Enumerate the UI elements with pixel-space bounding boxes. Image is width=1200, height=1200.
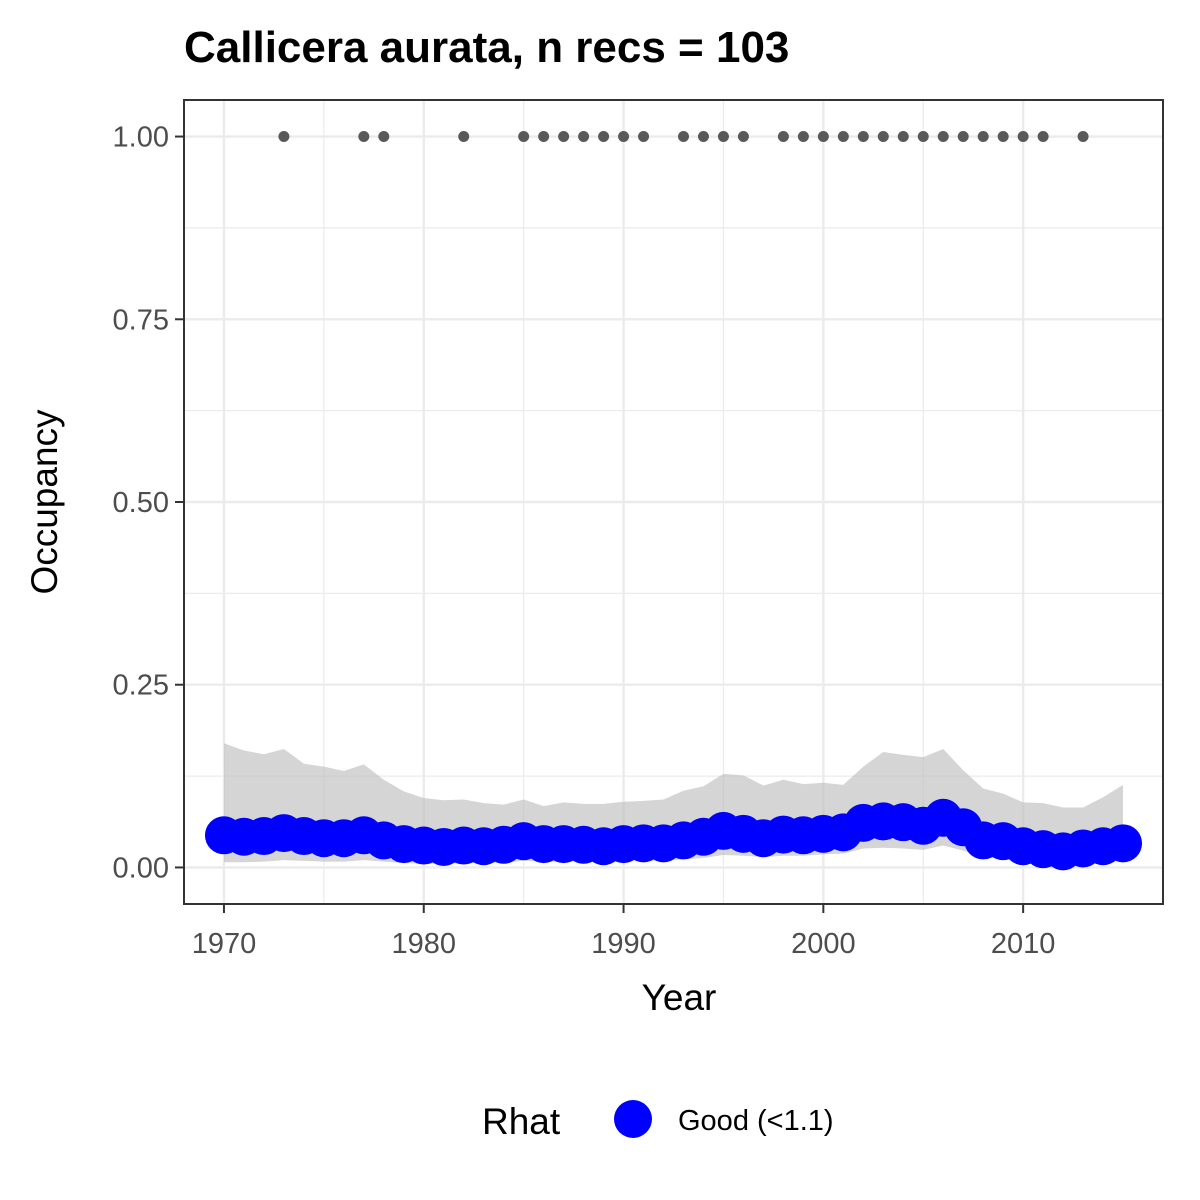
record-point xyxy=(598,131,610,143)
record-point xyxy=(837,131,849,143)
y-tick-label: 0.50 xyxy=(113,487,169,519)
record-point xyxy=(378,131,390,143)
record-point xyxy=(578,131,590,143)
record-point xyxy=(897,131,909,143)
chart-title: Callicera aurata, n recs = 103 xyxy=(184,23,789,72)
record-point xyxy=(717,131,729,143)
y-axis-title: Occupancy xyxy=(24,409,65,595)
record-point xyxy=(917,131,929,143)
legend-key-good xyxy=(614,1100,652,1138)
y-axis: 0.00 0.25 0.50 0.75 1.00 xyxy=(113,122,184,884)
y-tick-label: 1.00 xyxy=(113,122,169,154)
x-tick-label: 2010 xyxy=(991,928,1056,960)
y-tick-label: 0.00 xyxy=(113,852,169,884)
x-axis: 1970 1980 1990 2000 2010 xyxy=(192,904,1056,960)
x-tick-label: 1990 xyxy=(591,928,656,960)
x-axis-title: Year xyxy=(642,977,717,1018)
record-point xyxy=(857,131,869,143)
record-point xyxy=(458,131,470,143)
record-point xyxy=(817,131,829,143)
record-point xyxy=(1077,131,1089,143)
record-point xyxy=(937,131,949,143)
y-tick-label: 0.75 xyxy=(113,304,169,336)
record-point xyxy=(957,131,969,143)
record-point xyxy=(997,131,1009,143)
y-tick-label: 0.25 xyxy=(113,670,169,702)
occupancy-point xyxy=(1104,824,1143,863)
record-point xyxy=(558,131,570,143)
legend-title: Rhat xyxy=(482,1101,561,1142)
record-point xyxy=(358,131,370,143)
record-point xyxy=(877,131,889,143)
record-point xyxy=(618,131,630,143)
record-point xyxy=(1017,131,1029,143)
x-tick-label: 2000 xyxy=(791,928,856,960)
record-point xyxy=(737,131,749,143)
legend-label-good: Good (<1.1) xyxy=(678,1105,834,1137)
x-tick-label: 1970 xyxy=(192,928,257,960)
record-point xyxy=(697,131,709,143)
record-point xyxy=(777,131,789,143)
record-point xyxy=(797,131,809,143)
record-point xyxy=(518,131,530,143)
record-point xyxy=(538,131,550,143)
record-point xyxy=(977,131,989,143)
record-point xyxy=(677,131,689,143)
record-points xyxy=(278,131,1089,143)
legend: Rhat Good (<1.1) xyxy=(482,1100,834,1142)
x-tick-label: 1980 xyxy=(391,928,456,960)
occupancy-points xyxy=(204,798,1143,871)
record-point xyxy=(638,131,650,143)
record-point xyxy=(278,131,290,143)
grid-lines xyxy=(184,100,1163,904)
record-point xyxy=(1037,131,1049,143)
